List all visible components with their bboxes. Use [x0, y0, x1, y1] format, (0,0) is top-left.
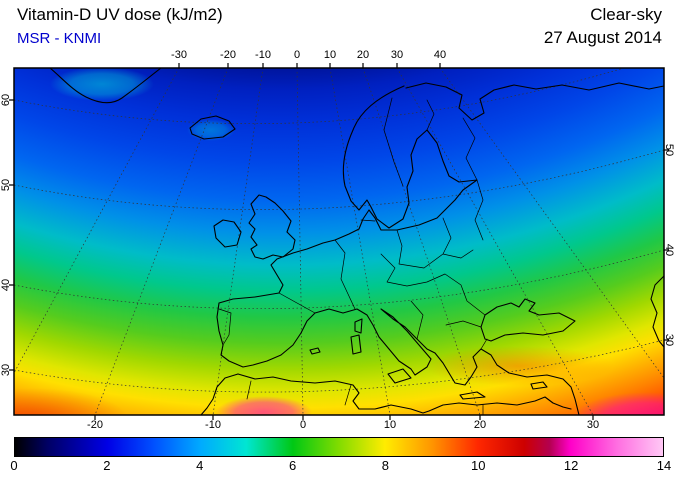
right-axis-label: 40 [663, 243, 675, 257]
colorbar-tick-label: 4 [196, 458, 204, 473]
bottom-axis-label: 10 [383, 419, 397, 431]
top-axis-label: -10 [255, 49, 271, 61]
right-axis-label: 30 [663, 333, 675, 347]
colorbar-tick-label: 0 [10, 458, 18, 473]
left-axis-label: 40 [0, 278, 12, 292]
top-axis-label: -30 [171, 49, 187, 61]
colorbar-tick-label: 8 [381, 458, 390, 473]
continental-europe-coast [216, 85, 580, 415]
colorbar-tick-label: 12 [563, 458, 579, 473]
top-axis-label: 20 [356, 49, 370, 61]
axis-ticks [9, 63, 669, 420]
greenland-coast [49, 68, 162, 104]
europe-uv-map [9, 63, 669, 420]
bottom-axis-label: 0 [299, 419, 307, 431]
colorbar-tick-label: 6 [288, 458, 297, 473]
caspian-sea-coast [650, 275, 664, 348]
iceland-coast [189, 115, 236, 140]
coastlines [49, 68, 664, 415]
arctic-coast [405, 82, 664, 121]
bottom-ticks [94, 415, 594, 420]
colorbar-tick-label: 14 [656, 458, 672, 473]
date-label: 27 August 2014 [543, 28, 662, 47]
top-axis-label: -20 [220, 49, 236, 61]
longitude-lines [14, 68, 664, 415]
ireland-coast [213, 219, 242, 248]
bottom-axis-label: 30 [586, 419, 600, 431]
country-borders [218, 97, 488, 415]
top-axis-label: 30 [390, 49, 404, 61]
britain-coast [248, 194, 296, 260]
map-frame [13, 67, 665, 416]
source-label: MSR - KNMI [17, 30, 102, 47]
graticule [14, 68, 664, 415]
colorbar-tick-label: 2 [103, 458, 111, 473]
bottom-axis-label: 20 [473, 419, 487, 431]
top-ticks [178, 63, 441, 68]
bottom-axis-label: -20 [87, 419, 103, 431]
left-axis-label: 60 [0, 93, 12, 107]
condition-label: Clear-sky [590, 5, 662, 24]
north-africa-coast [200, 373, 572, 415]
bottom-axis-label: -10 [205, 419, 221, 431]
mediterranean-islands [309, 318, 548, 400]
right-axis-label: 50 [663, 143, 675, 157]
left-axis-label: 30 [0, 363, 12, 377]
latitude-lines [14, 68, 664, 393]
left-axis-label: 50 [0, 178, 12, 192]
colorbar [14, 437, 664, 457]
colorbar-tick-label: 10 [471, 458, 486, 473]
top-axis-label: 0 [293, 49, 301, 61]
top-axis-label: 10 [323, 49, 337, 61]
top-axis-label: 40 [433, 49, 447, 61]
right-ticks [664, 149, 669, 341]
black-sea-coast [480, 298, 576, 342]
figure-title: Vitamin-D UV dose (kJ/m2) [17, 5, 223, 24]
left-ticks [9, 99, 14, 371]
